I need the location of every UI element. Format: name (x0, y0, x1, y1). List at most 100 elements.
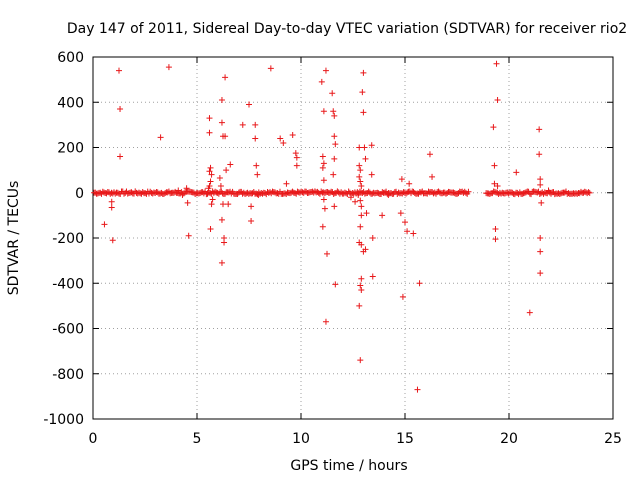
y-tick-label: -800 (52, 367, 84, 383)
y-tick-label: -400 (52, 276, 84, 292)
data-point (537, 270, 544, 277)
data-point (331, 203, 338, 210)
data-point (207, 178, 214, 185)
data-point (352, 198, 359, 205)
y-tick-label: -600 (52, 322, 84, 338)
data-point (109, 237, 116, 244)
data-point (289, 132, 296, 139)
data-point (399, 293, 406, 300)
data-point (239, 121, 246, 128)
data-point (357, 197, 364, 204)
data-point (356, 302, 363, 309)
data-point (329, 90, 336, 97)
data-point (465, 188, 472, 195)
data-point (254, 171, 261, 178)
data-point (537, 181, 544, 188)
data-point (362, 246, 369, 253)
data-point (206, 168, 213, 175)
data-point (414, 386, 421, 393)
y-tick-label: 600 (57, 50, 84, 66)
data-point (369, 235, 376, 241)
data-point (537, 176, 544, 183)
data-point (537, 235, 544, 241)
data-point (319, 223, 326, 230)
data-point (359, 89, 366, 96)
data-point (318, 78, 325, 85)
data-point (491, 162, 498, 169)
data-point (206, 182, 213, 189)
data-point (225, 201, 232, 208)
data-point (358, 287, 365, 294)
data-point (267, 65, 274, 72)
data-point (332, 281, 339, 288)
data-point (248, 218, 255, 225)
data-point (221, 239, 228, 246)
data-point (322, 318, 329, 325)
x-tick-label: 25 (604, 431, 622, 447)
data-point (206, 115, 213, 122)
x-axis-label: GPS time / hours (290, 458, 407, 474)
data-point (357, 178, 364, 185)
data-point (369, 273, 376, 280)
data-point (385, 192, 392, 199)
data-point (332, 141, 339, 148)
data-point (358, 182, 365, 189)
data-point (218, 216, 225, 223)
data-point (227, 161, 234, 168)
data-points (91, 60, 593, 393)
x-tick-label: 0 (89, 431, 98, 447)
data-point (321, 205, 328, 212)
data-point (207, 164, 214, 171)
data-point (208, 171, 215, 178)
data-point (331, 155, 338, 162)
data-point (360, 109, 367, 116)
data-point (358, 212, 365, 219)
data-point (252, 135, 259, 142)
data-point (368, 171, 375, 178)
data-point (586, 189, 593, 196)
data-point (330, 171, 337, 178)
data-point (347, 194, 354, 201)
data-point (410, 230, 417, 237)
data-point (277, 135, 284, 142)
x-tick-label: 20 (500, 431, 518, 447)
data-point (108, 198, 115, 205)
data-point (356, 162, 363, 169)
data-point (537, 248, 544, 255)
data-point (216, 175, 223, 182)
data-point (492, 236, 499, 243)
y-tick-label: -200 (52, 231, 84, 247)
data-point (204, 190, 211, 197)
data-point (585, 189, 592, 196)
data-point (357, 282, 364, 289)
data-point (397, 210, 404, 217)
data-point (108, 204, 115, 211)
data-point (117, 153, 124, 160)
y-tick-label: -1000 (43, 412, 84, 428)
y-axis-label: SDTVAR / TECUs (6, 181, 22, 296)
data-point (179, 192, 186, 199)
data-point (494, 96, 501, 103)
data-point (208, 201, 215, 208)
data-point (331, 112, 338, 119)
data-point (490, 124, 497, 131)
data-point (363, 210, 370, 217)
data-point (185, 232, 192, 239)
data-point (360, 69, 367, 76)
data-point (320, 108, 327, 115)
data-point (320, 160, 327, 167)
data-point (218, 259, 225, 266)
y-tick-label: 200 (57, 141, 84, 157)
data-point (357, 167, 364, 174)
data-point (356, 173, 363, 180)
data-point (416, 280, 423, 287)
data-point (398, 176, 405, 183)
data-point (319, 164, 326, 171)
data-point (357, 357, 364, 364)
data-point (280, 139, 287, 146)
chart-title: Day 147 of 2011, Sidereal Day-to-day VTE… (67, 21, 627, 37)
data-point (117, 106, 124, 113)
data-point (358, 275, 365, 282)
data-point (361, 144, 368, 151)
data-point (101, 221, 108, 228)
